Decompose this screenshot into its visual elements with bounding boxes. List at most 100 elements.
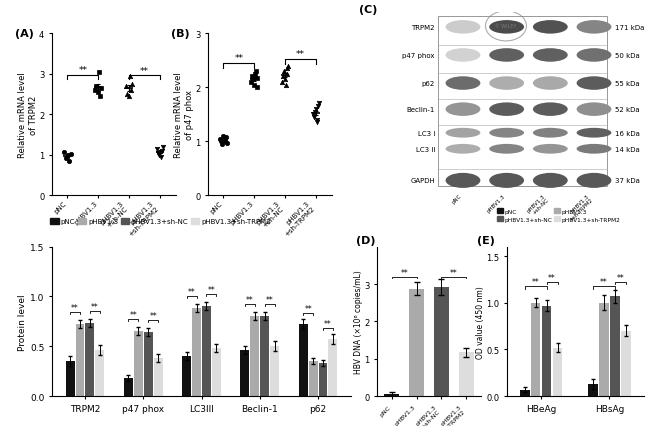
- Text: **: **: [129, 310, 137, 319]
- Text: (D): (D): [356, 235, 376, 245]
- Text: 37 kDa: 37 kDa: [615, 178, 640, 184]
- Bar: [192, 309, 201, 396]
- Text: LC3 I: LC3 I: [417, 130, 435, 136]
- Ellipse shape: [445, 49, 480, 63]
- Bar: [270, 346, 279, 396]
- Point: [250, 69, 261, 75]
- Point: [249, 82, 259, 89]
- Ellipse shape: [533, 129, 567, 138]
- Text: **: **: [324, 319, 332, 328]
- Text: (C): (C): [359, 5, 377, 15]
- Text: **: **: [150, 311, 157, 320]
- Bar: [202, 307, 211, 396]
- Bar: [134, 331, 143, 396]
- Point: [125, 73, 135, 80]
- Y-axis label: HBV DNA (×10⁶ copies/mL): HBV DNA (×10⁶ copies/mL): [354, 270, 363, 373]
- Bar: [153, 358, 162, 396]
- Point: [246, 79, 256, 86]
- Bar: [250, 317, 259, 396]
- Point: [280, 82, 291, 89]
- Bar: [552, 348, 562, 396]
- Ellipse shape: [445, 21, 480, 35]
- Bar: [75, 325, 84, 396]
- Point: [154, 152, 164, 159]
- Point: [215, 136, 226, 143]
- Bar: [96, 351, 104, 396]
- Ellipse shape: [577, 173, 612, 188]
- Point: [90, 87, 100, 94]
- Ellipse shape: [445, 144, 480, 154]
- Bar: [144, 333, 153, 396]
- Point: [281, 71, 292, 78]
- Ellipse shape: [489, 21, 524, 35]
- Point: [252, 85, 262, 92]
- Bar: [610, 296, 619, 396]
- Ellipse shape: [445, 129, 480, 138]
- Bar: [459, 352, 474, 396]
- Text: (A): (A): [15, 29, 34, 39]
- Ellipse shape: [489, 103, 524, 117]
- Ellipse shape: [533, 21, 567, 35]
- Text: 171 kDa: 171 kDa: [615, 25, 645, 31]
- Point: [309, 109, 320, 116]
- Point: [218, 138, 229, 145]
- Ellipse shape: [577, 77, 612, 91]
- Point: [221, 140, 232, 147]
- Ellipse shape: [533, 49, 567, 63]
- Point: [308, 112, 318, 118]
- Ellipse shape: [445, 173, 480, 188]
- Text: **: **: [616, 273, 624, 282]
- Text: **: **: [140, 66, 149, 75]
- Point: [252, 75, 263, 82]
- Point: [95, 93, 105, 100]
- Ellipse shape: [533, 173, 567, 188]
- Text: GAPDH: GAPDH: [410, 178, 435, 184]
- Bar: [520, 390, 530, 396]
- Point: [282, 66, 293, 72]
- Point: [62, 154, 72, 161]
- Point: [91, 83, 101, 90]
- Bar: [318, 363, 328, 396]
- Point: [220, 134, 231, 141]
- Point: [122, 91, 133, 98]
- Text: TRPM2: TRPM2: [411, 25, 435, 31]
- Y-axis label: OD value (450 nm): OD value (450 nm): [476, 285, 485, 358]
- Ellipse shape: [577, 49, 612, 63]
- Text: **: **: [266, 295, 274, 304]
- Point: [121, 83, 131, 90]
- Bar: [85, 324, 94, 396]
- Point: [126, 87, 136, 94]
- Point: [157, 148, 167, 155]
- Ellipse shape: [445, 77, 480, 91]
- Bar: [621, 331, 630, 396]
- Point: [127, 81, 138, 88]
- Point: [94, 69, 104, 76]
- Text: 50 kDa: 50 kDa: [615, 53, 640, 59]
- Ellipse shape: [577, 103, 612, 117]
- Point: [60, 155, 71, 162]
- Point: [218, 133, 228, 140]
- Point: [124, 93, 134, 100]
- Text: **: **: [71, 303, 79, 312]
- Y-axis label: Relative mRNA level
of p47 phox: Relative mRNA level of p47 phox: [174, 72, 194, 158]
- Text: **: **: [600, 278, 608, 287]
- Text: pHBV1.3
+sh-NC: pHBV1.3 +sh-NC: [526, 193, 551, 217]
- Text: 52 kDa: 52 kDa: [615, 107, 640, 113]
- Text: **: **: [235, 54, 243, 63]
- Point: [312, 120, 322, 127]
- Ellipse shape: [489, 173, 524, 188]
- Text: **: **: [304, 304, 312, 313]
- Point: [92, 89, 103, 96]
- Ellipse shape: [445, 103, 480, 117]
- Point: [280, 77, 290, 83]
- Text: (B): (B): [171, 29, 190, 39]
- Point: [96, 85, 107, 92]
- Text: **: **: [91, 302, 99, 311]
- Text: 55 kDa: 55 kDa: [615, 81, 640, 87]
- Bar: [212, 348, 221, 396]
- Point: [309, 114, 319, 121]
- Text: pHBV1.3: pHBV1.3: [486, 193, 506, 213]
- Text: pNC: pNC: [451, 193, 463, 204]
- Ellipse shape: [577, 129, 612, 138]
- Legend: pNC, pHBV1.3+sh-NC, pHBV1.3, pHBV1.3+sh-TRPM2: pNC, pHBV1.3+sh-NC, pHBV1.3, pHBV1.3+sh-…: [496, 208, 621, 223]
